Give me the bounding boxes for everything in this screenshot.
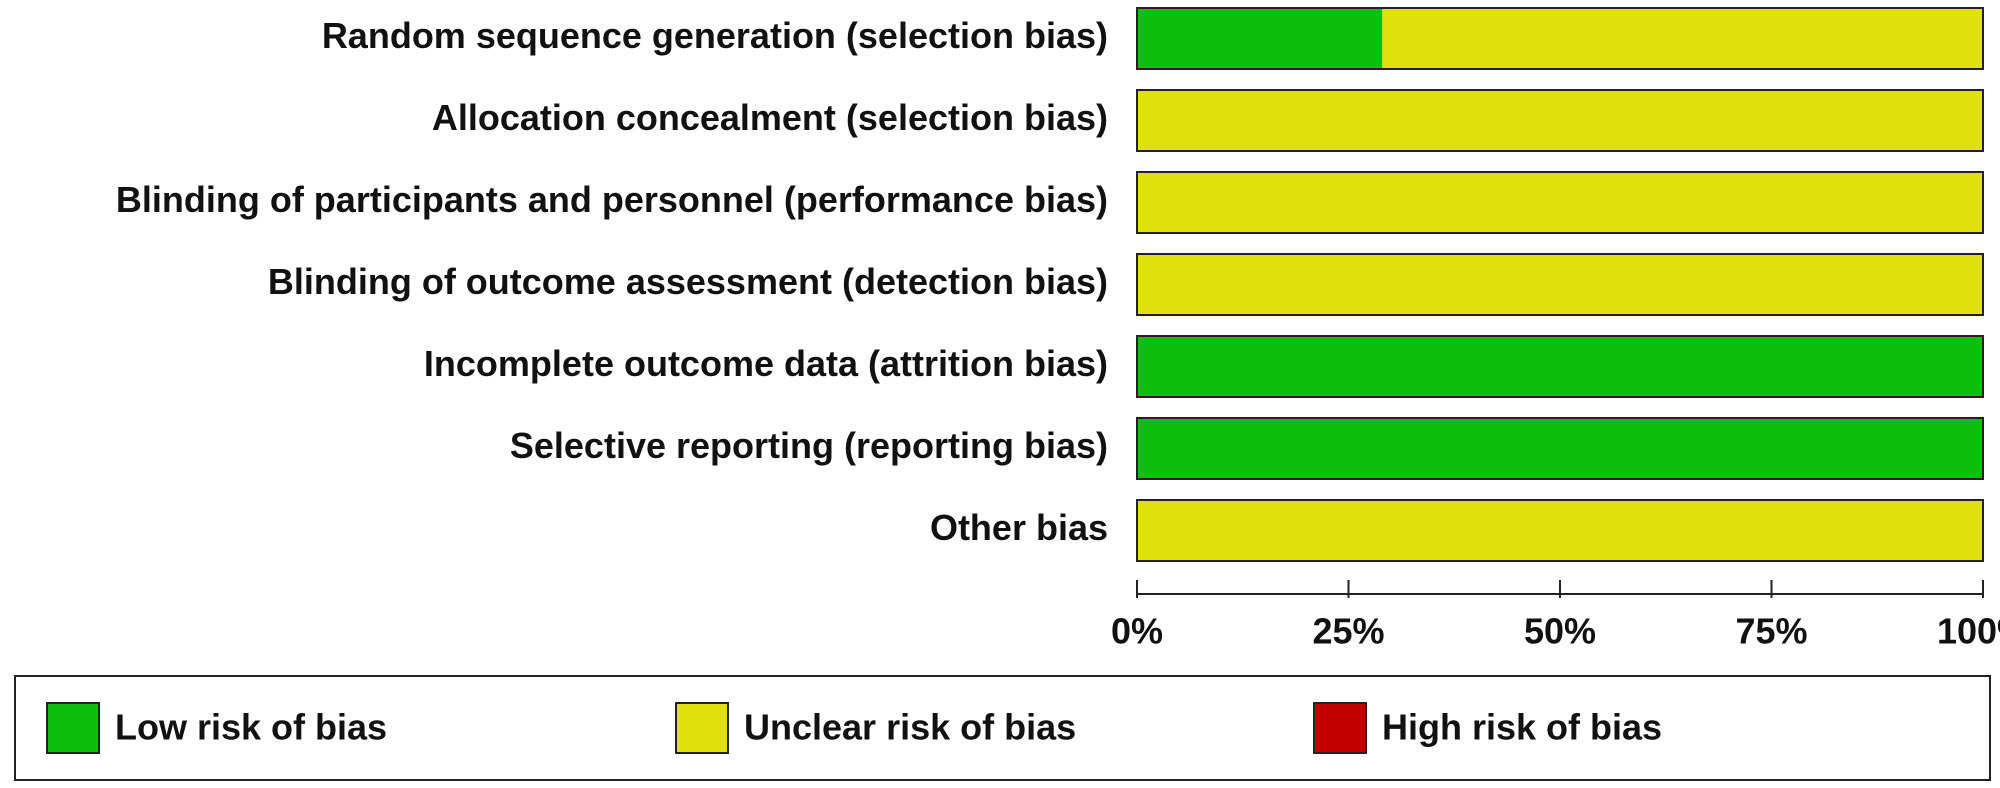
x-tick-label: 25% <box>1312 611 1384 652</box>
bar-outline <box>1136 7 1984 70</box>
bar-outline <box>1136 499 1984 562</box>
category-label: Blinding of outcome assessment (detectio… <box>268 261 1108 302</box>
bar-segment <box>1137 172 1983 233</box>
legend-box <box>14 675 1991 781</box>
category-label: Selective reporting (reporting bias) <box>510 425 1108 466</box>
category-label: Random sequence generation (selection bi… <box>322 15 1108 56</box>
x-tick-label: 0% <box>1111 611 1163 652</box>
bar-segment <box>1382 8 1983 69</box>
category-label: Allocation concealment (selection bias) <box>432 97 1108 138</box>
legend-swatch <box>46 702 100 754</box>
legend-swatch <box>675 702 729 754</box>
bar-segment <box>1137 418 1983 479</box>
bar-segment <box>1137 90 1983 151</box>
category-label: Blinding of participants and personnel (… <box>116 179 1108 220</box>
bar-outline <box>1136 89 1984 152</box>
legend-label: Unclear risk of bias <box>744 707 1076 748</box>
bar-segment <box>1137 8 1383 69</box>
legend-label: High risk of bias <box>1382 707 1662 748</box>
legend-swatch <box>1313 702 1367 754</box>
x-tick-label: 50% <box>1524 611 1596 652</box>
x-tick-label: 100% <box>1937 611 2000 652</box>
category-label: Incomplete outcome data (attrition bias) <box>424 343 1108 384</box>
category-label: Other bias <box>930 507 1108 548</box>
bar-outline <box>1136 253 1984 316</box>
bar-outline <box>1136 171 1984 234</box>
bar-segment <box>1137 254 1983 315</box>
legend-label: Low risk of bias <box>115 707 387 748</box>
bar-outline <box>1136 417 1984 480</box>
bar-segment <box>1137 336 1983 397</box>
x-tick-label: 75% <box>1735 611 1807 652</box>
bar-segment <box>1137 500 1983 561</box>
bar-outline <box>1136 335 1984 398</box>
